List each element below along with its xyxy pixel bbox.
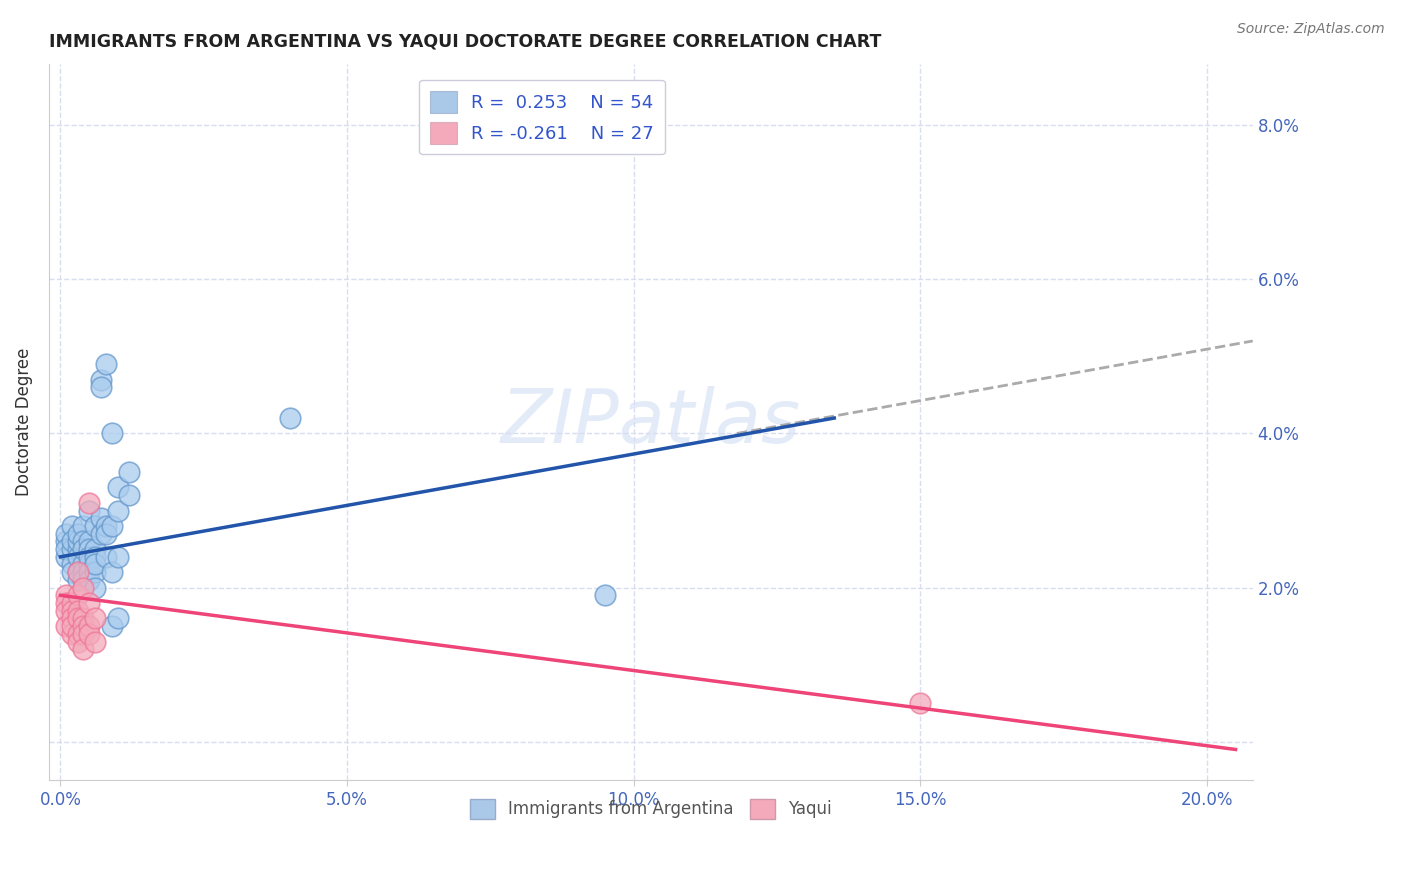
Point <box>60 558 83 572</box>
Point <box>77 496 100 510</box>
Point <box>77 549 100 564</box>
Point <box>60 611 83 625</box>
Text: ZIPatlas: ZIPatlas <box>501 386 801 458</box>
Point <box>72 565 94 579</box>
Point <box>55 534 77 549</box>
Point <box>96 357 118 371</box>
Text: Source: ZipAtlas.com: Source: ZipAtlas.com <box>1237 22 1385 37</box>
Point <box>66 588 89 602</box>
Point <box>83 581 105 595</box>
Point <box>60 542 83 557</box>
Point <box>118 465 141 479</box>
Point <box>77 542 100 557</box>
Point <box>66 611 89 625</box>
Point <box>55 596 77 610</box>
Y-axis label: Doctorate Degree: Doctorate Degree <box>15 348 32 496</box>
Point <box>101 426 124 441</box>
Point <box>101 619 124 633</box>
Point <box>83 519 105 533</box>
Point <box>83 565 105 579</box>
Point <box>72 519 94 533</box>
Point <box>60 619 83 633</box>
Point <box>55 526 77 541</box>
Point <box>96 519 118 533</box>
Point <box>60 534 83 549</box>
Legend: Immigrants from Argentina, Yaqui: Immigrants from Argentina, Yaqui <box>463 792 839 826</box>
Point <box>66 565 89 579</box>
Point <box>77 534 100 549</box>
Point <box>72 581 94 595</box>
Point <box>101 565 124 579</box>
Point <box>72 558 94 572</box>
Point <box>60 519 83 533</box>
Point <box>66 604 89 618</box>
Point <box>83 542 105 557</box>
Point <box>77 627 100 641</box>
Point <box>66 526 89 541</box>
Point <box>83 558 105 572</box>
Point <box>72 627 94 641</box>
Point <box>66 627 89 641</box>
Point <box>55 542 77 557</box>
Text: IMMIGRANTS FROM ARGENTINA VS YAQUI DOCTORATE DEGREE CORRELATION CHART: IMMIGRANTS FROM ARGENTINA VS YAQUI DOCTO… <box>49 33 882 51</box>
Point <box>107 480 129 494</box>
Point <box>55 549 77 564</box>
Point <box>77 619 100 633</box>
Point <box>66 573 89 587</box>
Point <box>66 634 89 648</box>
Point <box>66 549 89 564</box>
Point <box>83 549 105 564</box>
Point <box>96 549 118 564</box>
Point <box>55 619 77 633</box>
Point <box>60 604 83 618</box>
Point <box>90 511 112 525</box>
Point <box>77 573 100 587</box>
Point <box>60 565 83 579</box>
Point <box>66 534 89 549</box>
Point <box>83 634 105 648</box>
Point <box>90 380 112 394</box>
Point <box>60 627 83 641</box>
Point <box>77 558 100 572</box>
Point <box>60 596 83 610</box>
Point <box>55 604 77 618</box>
Point <box>83 611 105 625</box>
Point <box>72 611 94 625</box>
Point <box>107 503 129 517</box>
Point <box>66 542 89 557</box>
Point <box>593 588 616 602</box>
Point <box>77 565 100 579</box>
Point <box>278 411 301 425</box>
Point <box>101 519 124 533</box>
Point <box>72 619 94 633</box>
Point <box>55 588 77 602</box>
Point <box>96 526 118 541</box>
Point <box>72 542 94 557</box>
Point <box>90 372 112 386</box>
Point <box>77 503 100 517</box>
Point <box>72 534 94 549</box>
Point <box>77 596 100 610</box>
Point <box>107 611 129 625</box>
Point <box>107 549 129 564</box>
Point <box>90 526 112 541</box>
Point <box>72 642 94 657</box>
Point <box>910 696 932 710</box>
Point <box>118 488 141 502</box>
Point <box>72 573 94 587</box>
Point <box>66 565 89 579</box>
